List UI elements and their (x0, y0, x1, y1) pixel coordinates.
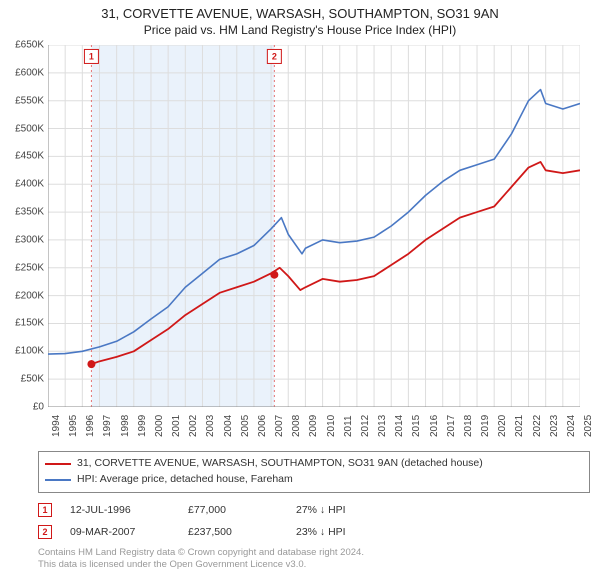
x-tick-label: 1998 (120, 415, 131, 437)
x-tick-label: 2023 (549, 415, 560, 437)
y-tick-label: £450K (15, 151, 44, 162)
x-tick-label: 1994 (51, 415, 62, 437)
x-tick-label: 2025 (583, 415, 594, 437)
x-tick-label: 2009 (308, 415, 319, 437)
x-tick-label: 2001 (171, 415, 182, 437)
x-tick-label: 2008 (291, 415, 302, 437)
title-sub: Price paid vs. HM Land Registry's House … (0, 23, 600, 37)
x-tick-label: 2017 (446, 415, 457, 437)
x-tick-label: 2011 (343, 415, 354, 437)
x-tick-label: 2024 (566, 415, 577, 437)
legend-swatch-subject (45, 463, 71, 465)
x-tick-label: 2003 (205, 415, 216, 437)
x-tick-label: 2004 (223, 415, 234, 437)
x-tick-label: 2012 (360, 415, 371, 437)
sales-row-1: 1 12-JUL-1996 £77,000 27% ↓ HPI (38, 501, 590, 523)
y-tick-label: £150K (15, 318, 44, 329)
y-tick-label: £600K (15, 67, 44, 78)
y-tick-label: £650K (15, 40, 44, 51)
x-tick-label: 2007 (274, 415, 285, 437)
sale-marker-1: 1 (38, 503, 52, 517)
x-tick-label: 2005 (240, 415, 251, 437)
x-tick-label: 2019 (480, 415, 491, 437)
y-tick-label: £100K (15, 346, 44, 357)
sale-date-1: 12-JUL-1996 (70, 504, 170, 516)
x-tick-label: 2006 (257, 415, 268, 437)
x-tick-label: 2013 (377, 415, 388, 437)
sale-price-2: £237,500 (188, 526, 278, 538)
legend-label-subject: 31, CORVETTE AVENUE, WARSASH, SOUTHAMPTO… (77, 456, 483, 472)
svg-text:1: 1 (89, 51, 94, 61)
legend-swatch-hpi (45, 479, 71, 481)
x-tick-label: 2010 (326, 415, 337, 437)
x-tick-label: 2002 (188, 415, 199, 437)
chart-titles: 31, CORVETTE AVENUE, WARSASH, SOUTHAMPTO… (0, 0, 600, 37)
x-tick-label: 1996 (85, 415, 96, 437)
y-tick-label: £0 (33, 402, 44, 413)
chart-area: £0£50K£100K£150K£200K£250K£300K£350K£400… (48, 45, 580, 407)
x-tick-label: 1997 (102, 415, 113, 437)
sale-marker-2: 2 (38, 525, 52, 539)
y-tick-label: £200K (15, 290, 44, 301)
title-main: 31, CORVETTE AVENUE, WARSASH, SOUTHAMPTO… (0, 6, 600, 21)
x-axis-labels: 1994 1995 1996 1997 1998 1999 2000 2001 2002 2003… (48, 407, 580, 445)
x-tick-label: 1995 (68, 415, 79, 437)
svg-text:2: 2 (272, 51, 277, 61)
sale-price-1: £77,000 (188, 504, 278, 516)
y-tick-label: £250K (15, 262, 44, 273)
footer-line1: Contains HM Land Registry data © Crown c… (38, 547, 590, 559)
footer-line2: This data is licensed under the Open Gov… (38, 559, 590, 571)
x-tick-label: 2014 (394, 415, 405, 437)
legend: 31, CORVETTE AVENUE, WARSASH, SOUTHAMPTO… (38, 451, 590, 493)
y-tick-label: £350K (15, 207, 44, 218)
y-tick-label: £500K (15, 123, 44, 134)
footer: Contains HM Land Registry data © Crown c… (38, 547, 590, 571)
x-tick-label: 2018 (463, 415, 474, 437)
sales-table: 1 12-JUL-1996 £77,000 27% ↓ HPI 2 09-MAR… (38, 501, 590, 545)
legend-row-subject: 31, CORVETTE AVENUE, WARSASH, SOUTHAMPTO… (45, 456, 583, 472)
x-tick-label: 2000 (154, 415, 165, 437)
sale-hpi-1: 27% ↓ HPI (296, 504, 386, 516)
legend-label-hpi: HPI: Average price, detached house, Fare… (77, 472, 293, 488)
y-tick-label: £50K (21, 374, 44, 385)
y-tick-label: £300K (15, 234, 44, 245)
legend-row-hpi: HPI: Average price, detached house, Fare… (45, 472, 583, 488)
sales-row-2: 2 09-MAR-2007 £237,500 23% ↓ HPI (38, 523, 590, 545)
sale-hpi-2: 23% ↓ HPI (296, 526, 386, 538)
x-tick-label: 2016 (429, 415, 440, 437)
x-tick-label: 1999 (137, 415, 148, 437)
y-tick-label: £550K (15, 95, 44, 106)
x-tick-label: 2022 (532, 415, 543, 437)
x-tick-label: 2020 (497, 415, 508, 437)
sale-date-2: 09-MAR-2007 (70, 526, 170, 538)
y-tick-label: £400K (15, 179, 44, 190)
chart-markers: 12 (48, 45, 580, 407)
x-tick-label: 2021 (514, 415, 525, 437)
y-axis-labels: £0£50K£100K£150K£200K£250K£300K£350K£400… (2, 45, 46, 407)
x-tick-label: 2015 (411, 415, 422, 437)
